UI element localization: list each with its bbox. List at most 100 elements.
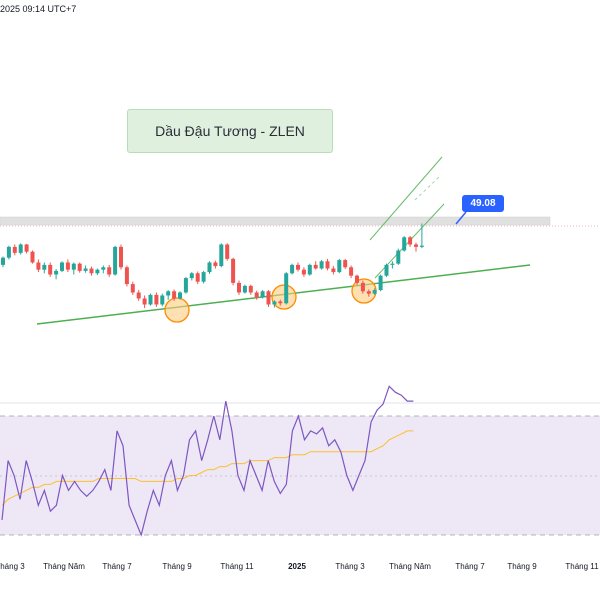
candle-body <box>189 273 194 279</box>
candle-body <box>272 301 277 305</box>
candle-body <box>301 269 306 275</box>
x-tick-label: Tháng Năm <box>389 562 431 571</box>
candle-body <box>254 292 259 298</box>
candle-body <box>419 245 424 247</box>
candle-body <box>278 301 283 304</box>
x-tick-label: Tháng 9 <box>507 562 537 571</box>
candle-body <box>195 273 200 282</box>
candle-body <box>366 291 371 294</box>
candle-body <box>48 264 53 275</box>
candle-body <box>414 244 418 247</box>
rsi-line <box>1 385 414 537</box>
candle-body <box>130 284 135 293</box>
timestamp: 2025 09:14 UTC+7 <box>0 4 77 14</box>
channel-mid-line <box>414 175 441 201</box>
candle-body <box>408 237 413 245</box>
candle-body <box>160 295 165 305</box>
candle-body <box>142 298 147 305</box>
x-tick-label: Tháng 7 <box>455 562 485 571</box>
candle-body <box>107 267 112 275</box>
candle-body <box>390 263 395 265</box>
candle-body <box>219 244 224 267</box>
candle-body <box>183 278 188 293</box>
candle-body <box>89 268 94 274</box>
candle-body <box>296 264 300 270</box>
candle-body <box>248 285 253 293</box>
candle-body <box>237 282 241 293</box>
candle-body <box>201 272 206 282</box>
candle-body <box>18 244 23 253</box>
candle-body <box>1 257 5 265</box>
candle-body <box>260 291 265 298</box>
candle-body <box>307 264 312 275</box>
candle-body <box>83 268 88 271</box>
price-pane <box>0 156 600 325</box>
price-tag: 49.08 <box>462 195 504 212</box>
candle-body <box>225 244 230 259</box>
candle-body <box>213 262 218 267</box>
candle-body <box>337 260 342 273</box>
candle-body <box>396 250 401 264</box>
rsi-pane <box>0 385 600 537</box>
candle-body <box>119 246 123 268</box>
candle-body <box>124 267 129 285</box>
rsi-ma-line <box>1 430 414 506</box>
candle-body <box>54 270 59 275</box>
candle-body <box>402 237 407 251</box>
candle-body <box>60 262 64 271</box>
candle-body <box>372 290 377 294</box>
candle-body <box>6 246 11 258</box>
candle-body <box>71 263 76 270</box>
candle-body <box>12 246 17 253</box>
candle-body <box>42 264 47 270</box>
resistance-zone <box>0 216 551 226</box>
candle-body <box>319 261 324 269</box>
candle-body <box>378 275 383 291</box>
candle-body <box>178 292 182 299</box>
candle-body <box>313 264 318 269</box>
candle-body <box>207 262 212 273</box>
candle-body <box>355 275 359 283</box>
candle-body <box>349 267 354 276</box>
candle-body <box>113 246 118 275</box>
candle-body <box>24 244 29 252</box>
candle-body <box>30 251 35 263</box>
candle-body <box>384 264 389 276</box>
x-tick-label: 2025 <box>288 562 306 571</box>
candle-body <box>343 260 348 268</box>
chart-title-box: Dầu Đậu Tương - ZLEN <box>127 109 333 153</box>
candle-body <box>331 268 336 273</box>
candle-body <box>242 285 247 293</box>
x-tick-label: Tháng Năm <box>43 562 85 571</box>
x-tick-label: Tháng 9 <box>162 562 192 571</box>
candle-body <box>65 262 70 270</box>
x-tick-label: Tháng 11 <box>565 562 599 571</box>
candle-body <box>231 258 236 283</box>
x-tick-label: Tháng 11 <box>220 562 254 571</box>
channel-upper-line <box>369 156 443 241</box>
candle-body <box>154 294 159 305</box>
candle-body <box>284 273 289 304</box>
x-axis: Tháng 3 Tháng Năm Tháng 7 Tháng 9 Tháng 11 20… <box>0 562 599 571</box>
candle-body <box>95 269 100 274</box>
candle-body <box>290 264 295 274</box>
price-tag-pointer <box>455 211 467 225</box>
x-tick-label: Tháng 7 <box>102 562 132 571</box>
candle-body <box>172 291 177 299</box>
candle-body <box>36 262 41 270</box>
bounce-circle-2 <box>271 284 297 310</box>
candle-body <box>148 294 153 305</box>
chart-title: Dầu Đậu Tương - ZLEN <box>155 123 305 139</box>
candle-body <box>136 292 141 299</box>
x-tick-label: Tháng 3 <box>335 562 365 571</box>
candle-body <box>77 263 82 271</box>
candle-body <box>325 261 330 269</box>
candle-body <box>166 291 171 296</box>
candle-body <box>360 282 365 292</box>
candle-body <box>266 291 271 305</box>
x-tick-label: Tháng 3 <box>0 562 25 571</box>
bounce-circle-1 <box>164 297 190 323</box>
rsi-band <box>0 416 600 535</box>
candle-body <box>101 267 106 270</box>
